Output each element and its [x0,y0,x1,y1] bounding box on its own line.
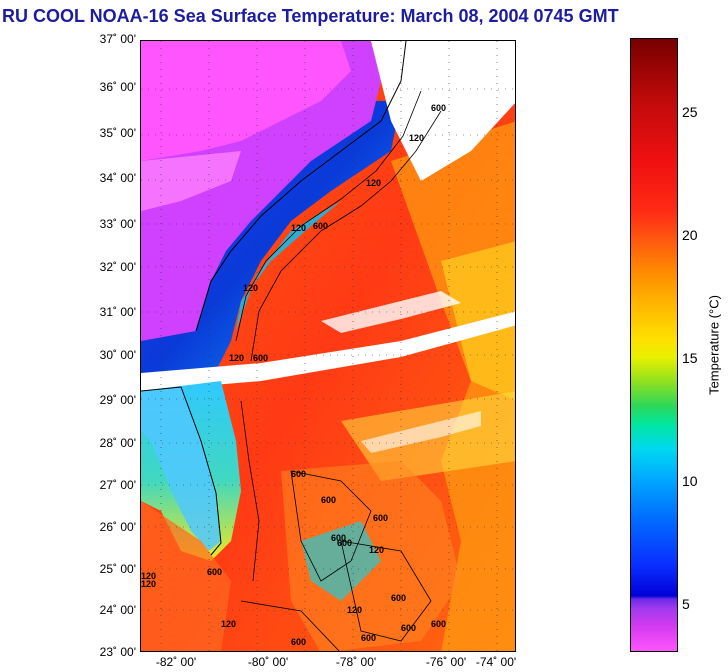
temperature-colorbar [630,38,678,652]
lat-tick: 30˚ 00' [99,348,136,362]
lon-tick: -80˚ 00' [247,655,289,669]
lat-tick: 29˚ 00' [99,393,136,407]
contour-label: 600 [291,469,306,479]
contour-label: 600 [337,538,352,548]
cloud-streak [321,291,461,333]
lat-tick: 35˚ 00' [99,126,136,140]
colorbar-label: Temperature (°C) [706,295,722,395]
cloud-band [141,311,515,391]
contour-label: 600 [431,103,446,113]
contour-label: 120 [369,545,384,555]
florida-land [141,386,221,551]
contour-label: 120 [366,178,381,188]
contour-label: 600 [321,495,336,505]
carolina-coastline [195,41,407,332]
lat-tick: 27˚ 00' [99,478,136,492]
contour-label: 120 [221,619,236,629]
lon-tick: -78˚ 00' [335,655,377,669]
cloud-northeast [371,41,515,181]
contour-label: 120 [141,571,156,581]
contour-label: 600 [401,623,416,633]
contour-label: 120 [141,579,156,589]
lat-tick: 32˚ 00' [99,260,136,274]
contour-label: 600 [253,353,268,363]
gulf-of-mexico-water [141,501,231,651]
contour-label: 600 [291,637,306,647]
lon-tick: -82˚ 00' [155,655,197,669]
lat-tick: 25˚ 00' [99,562,136,576]
contour-label: 120 [229,353,244,363]
contour-florida [240,400,260,582]
map-title: RU COOL NOAA-16 Sea Surface Temperature:… [2,6,619,26]
lat-tick: 36˚ 00' [99,80,136,94]
sst-map-image: 120 600 120 600 120 120 600 120 600 600 … [141,41,515,651]
contour-label: 600 [313,221,328,231]
colorbar-tick: 15 [682,350,698,366]
contour-label: 120 [347,605,362,615]
lat-tick: 31˚ 00' [99,305,136,319]
yellow-water [441,241,515,401]
contour-label: 120 [409,133,424,143]
contour-label: 120 [243,283,258,293]
land-highlight [141,151,241,211]
contour-cuba [240,600,340,651]
lat-tick: 24˚ 00' [99,603,136,617]
lat-tick: 34˚ 00' [99,171,136,185]
contour-label: 600 [331,533,346,543]
lon-tick: -74˚ 00' [475,655,517,669]
lat-tick: 33˚ 00' [99,217,136,231]
florida-coastline [141,386,222,556]
contour-label: 120 [291,223,306,233]
land-interior [141,41,351,161]
contour-label: 600 [391,593,406,603]
contour-600 [250,110,442,362]
contour-bahamas-1 [290,470,372,582]
lat-tick: 28˚ 00' [99,436,136,450]
colorbar-tick: 10 [682,473,698,489]
contour-label: 600 [361,633,376,643]
colorbar-tick: 25 [682,104,698,120]
colorbar-tick: 5 [682,596,690,612]
contour-120 [235,90,422,342]
lat-tick: 37˚ 00' [99,32,136,46]
contour-label: 600 [207,567,222,577]
contour-bahamas-2 [340,540,432,642]
sst-map: 120 600 120 600 120 120 600 120 600 600 … [140,40,516,652]
lat-tick: 23˚ 00' [99,645,136,659]
contour-label: 600 [373,513,388,523]
cloud-streak-south [361,411,481,453]
lat-tick: 26˚ 00' [99,520,136,534]
contour-label: 600 [431,619,446,629]
colorbar-tick: 20 [682,227,698,243]
lon-tick: -76˚ 00' [425,655,467,669]
